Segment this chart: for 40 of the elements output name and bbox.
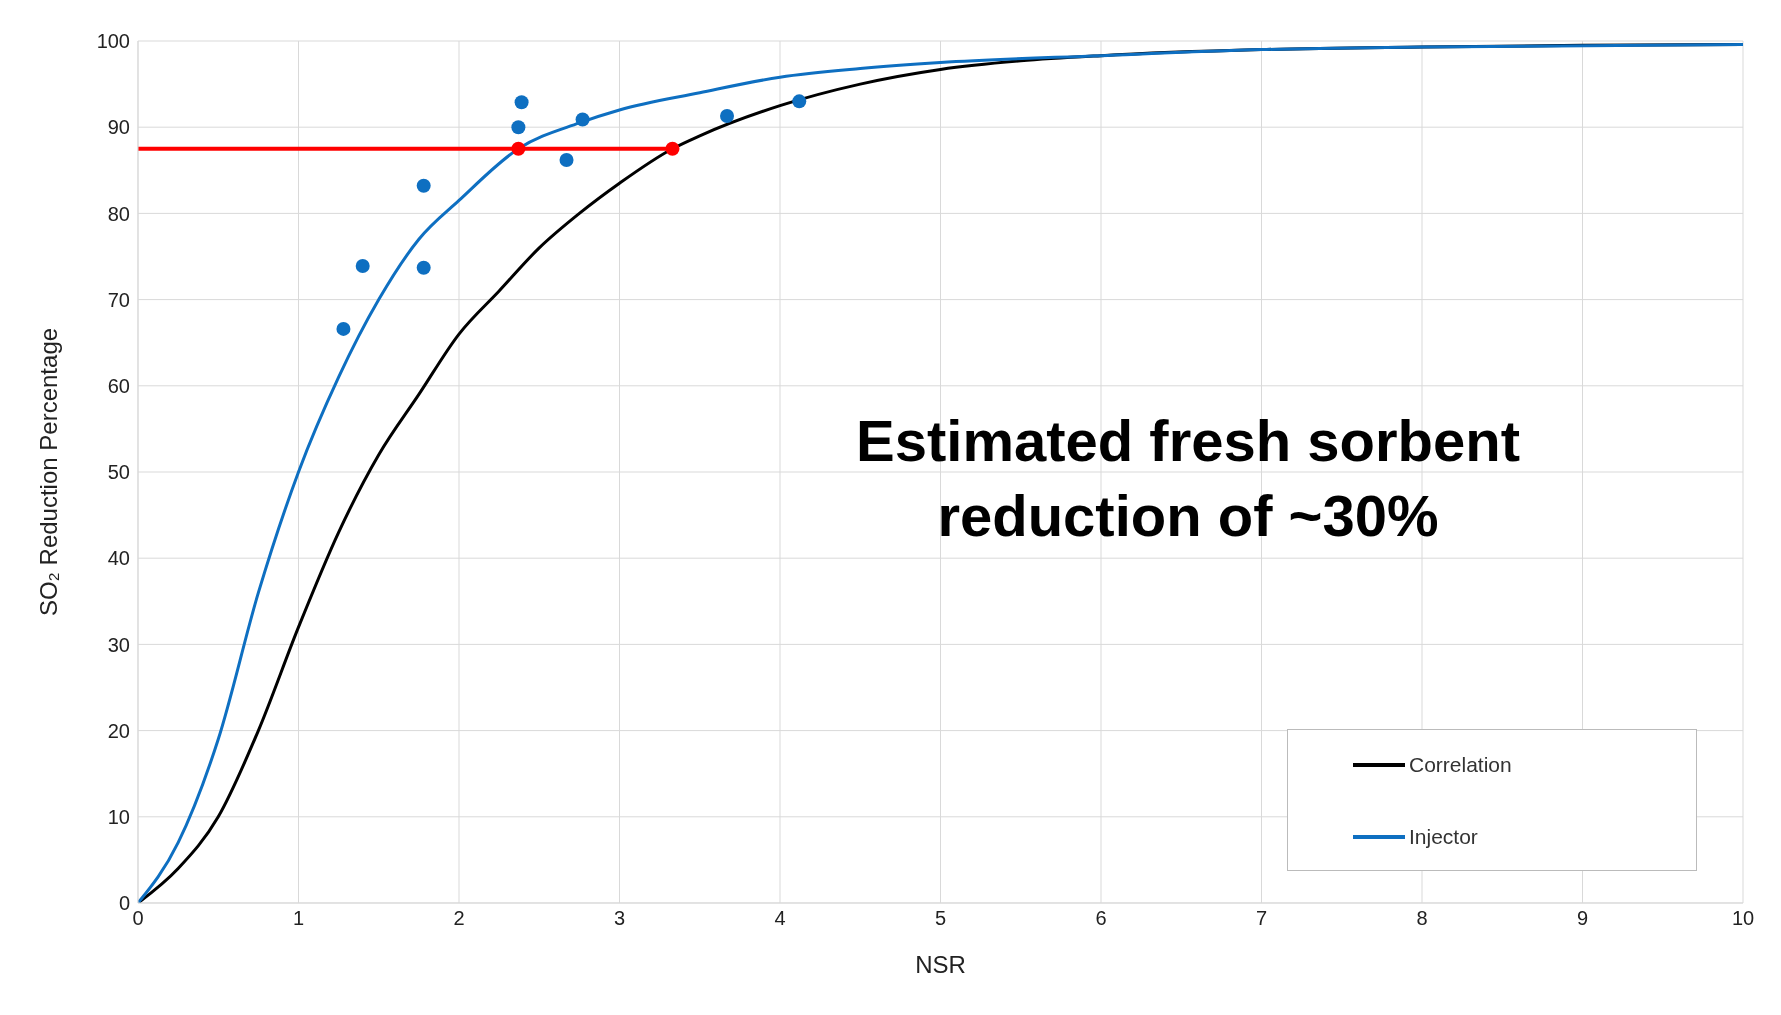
point (355, 258, 370, 273)
point (575, 112, 590, 127)
y-tick-label: 100 (96, 30, 130, 53)
line-series (138, 42, 1743, 903)
point (416, 260, 431, 275)
annotation: Estimated fresh sorbent reduction of ~30% (855, 407, 1521, 551)
point (665, 141, 680, 156)
x-tick-label: 5 (934, 907, 947, 930)
x-tick-label: 3 (613, 907, 626, 930)
y-axis-title: SO₂ Reduction Percentage (34, 327, 62, 617)
x-tick-label: 1 (292, 907, 305, 930)
legend-label: Correlation (1409, 753, 1512, 777)
legend-label: Injector (1409, 825, 1478, 849)
x-tick-label: 2 (453, 907, 465, 930)
y-tick-label: 60 (107, 374, 130, 397)
point (514, 95, 529, 110)
x-tick-label: 6 (1095, 907, 1107, 930)
y-tick-label: 70 (107, 288, 130, 311)
point (792, 94, 807, 109)
y-tick-label: 0 (118, 892, 130, 915)
y-tick-label: 80 (107, 202, 130, 225)
x-tick-label: 0 (132, 907, 144, 930)
y-tick-label: 50 (107, 461, 130, 484)
point (416, 178, 431, 193)
point (336, 321, 351, 336)
y-tick-label: 30 (107, 633, 130, 656)
point (559, 152, 574, 167)
x-tick-label: 9 (1576, 907, 1589, 930)
x-tick-label: 8 (1416, 907, 1428, 930)
point (511, 141, 526, 156)
y-tick-label: 40 (107, 547, 130, 570)
y-tick-label: 20 (107, 719, 130, 742)
y-tick-label: 10 (107, 805, 130, 828)
x-tick-label: 10 (1731, 907, 1755, 930)
x-tick-label: 4 (774, 907, 786, 930)
point (720, 108, 735, 123)
y-tick-label: 90 (107, 116, 130, 139)
point (511, 120, 526, 135)
x-axis-title: NSR (915, 951, 966, 978)
x-tick-label: 7 (1255, 907, 1268, 930)
